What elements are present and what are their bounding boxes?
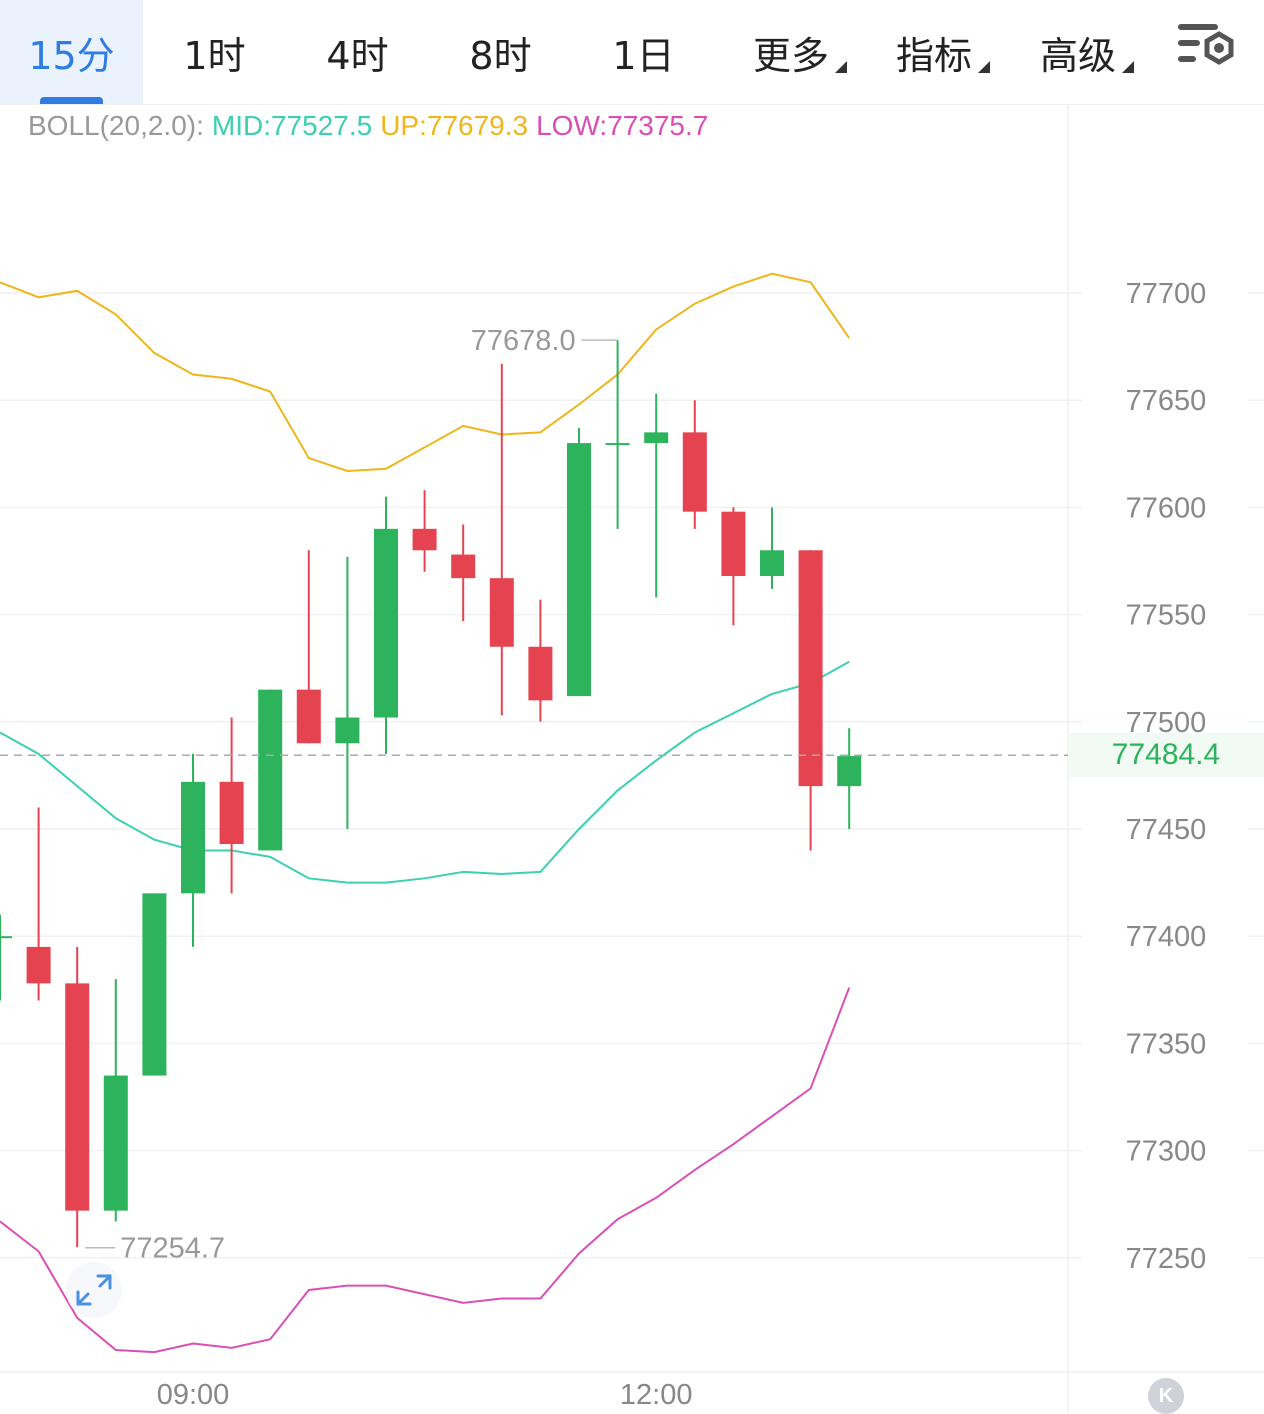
chart-settings-icon[interactable]: [1170, 18, 1238, 78]
tab-label: 4时: [326, 33, 389, 78]
tab-1h[interactable]: 1时: [143, 0, 286, 104]
candle-body: [528, 646, 553, 701]
y-tick-label: 77600: [1126, 492, 1207, 524]
tab-label: 更多: [752, 33, 829, 78]
candle-body: [374, 528, 398, 718]
tab-4h[interactable]: 4时: [286, 0, 429, 104]
candlestick-chart[interactable]: 7770077650776007755077500774507740077350…: [0, 104, 1264, 1412]
tab-label: 1时: [183, 33, 246, 78]
current-price-tag: 77484.4: [1068, 733, 1264, 777]
candle-body: [65, 983, 90, 1211]
candle-body: [798, 550, 823, 787]
boll-indicator-legend: BOLL(20,2.0): MID:77527.5 UP:77679.3 LOW:77…: [28, 110, 716, 142]
candle-body: [335, 717, 360, 744]
tab-label: 15分: [28, 33, 115, 78]
dropdown-caret-icon: [1122, 61, 1134, 73]
tab-1d[interactable]: 1日: [572, 0, 715, 104]
y-tick-label: 77300: [1126, 1136, 1207, 1168]
candle-body: [142, 893, 167, 1076]
tab-label: 指标: [895, 33, 972, 78]
tab-label: 8时: [469, 33, 532, 78]
y-tick-label: 77650: [1126, 385, 1207, 417]
y-tick-label: 77550: [1126, 600, 1207, 632]
y-tick-label: 77450: [1126, 814, 1207, 846]
tab-label: 1日: [612, 33, 675, 78]
candle-body: [721, 511, 746, 577]
boll-low-value: LOW:77375.7: [536, 110, 709, 141]
candle-body: [489, 578, 514, 647]
y-tick-label: 77700: [1126, 278, 1207, 310]
high-annotation-label: 77678.0: [471, 325, 576, 357]
candle-body: [258, 689, 283, 851]
tab-advanced-dropdown[interactable]: 高级: [1022, 0, 1152, 104]
tab-8h[interactable]: 8时: [429, 0, 572, 104]
timeframe-tabbar: 15分 1时 4时 8时 1日 更多 指标 高级: [0, 0, 1264, 105]
tab-more-dropdown[interactable]: 更多: [735, 0, 865, 104]
x-tick-label: 09:00: [157, 1379, 230, 1411]
boll-low-line: [0, 987, 851, 1354]
tab-label: 高级: [1039, 33, 1116, 78]
candle-body: [181, 781, 205, 894]
candle-body: [605, 443, 630, 446]
active-tab-indicator: [40, 97, 103, 104]
tab-15m[interactable]: 15分: [0, 0, 143, 104]
y-tick-label: 77400: [1126, 921, 1207, 953]
boll-mid-value: MID:77527.5: [211, 110, 373, 141]
candle-body: [412, 528, 437, 551]
candle-body: [103, 1075, 128, 1211]
candle-body: [760, 550, 784, 577]
y-tick-label: 77350: [1126, 1028, 1207, 1060]
boll-up-value: UP:77679.3: [380, 110, 529, 141]
dropdown-caret-icon: [978, 61, 990, 73]
dropdown-caret-icon: [835, 61, 847, 73]
expand-chart-icon[interactable]: [66, 1262, 122, 1318]
boll-label: BOLL(20,2.0):: [28, 110, 204, 141]
candle-body: [837, 756, 862, 787]
tab-indicators-dropdown[interactable]: 指标: [878, 0, 1008, 104]
candle-body: [451, 554, 476, 579]
candle-body: [682, 432, 707, 512]
candle-body: [0, 936, 12, 939]
candle-body: [644, 432, 669, 444]
candle-body: [567, 443, 591, 697]
candle-body: [219, 781, 244, 845]
boll-mid-line: [0, 660, 850, 884]
low-annotation-label: 77254.7: [120, 1233, 225, 1265]
x-tick-label: 12:00: [620, 1379, 693, 1411]
y-tick-label: 77250: [1126, 1243, 1207, 1275]
k-logo-icon[interactable]: K: [1148, 1378, 1184, 1414]
boll-up-line: [0, 272, 851, 472]
candle-body: [26, 946, 51, 984]
candle-body: [296, 689, 321, 744]
